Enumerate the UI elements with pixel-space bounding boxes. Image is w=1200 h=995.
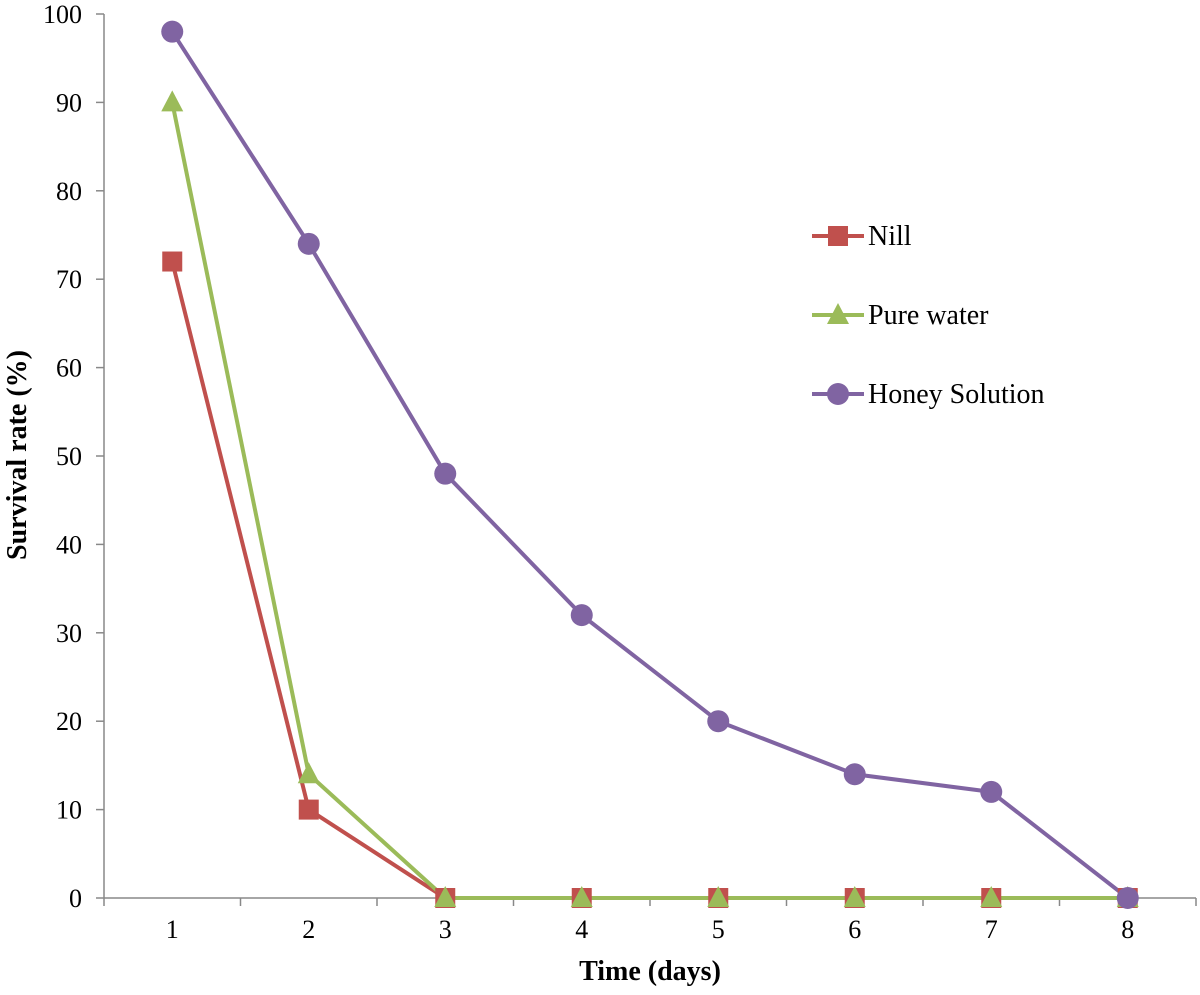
legend-item-honey-solution: Honey Solution — [812, 379, 1045, 410]
x-axis-title: Time (days) — [579, 956, 721, 987]
y-tick-label: 90 — [56, 88, 82, 117]
y-tick-label: 60 — [56, 354, 82, 383]
legend-marker — [828, 226, 848, 246]
legend-item-pure-water: Pure water — [812, 300, 989, 331]
y-tick-labels: 0 10 20 30 40 50 60 70 80 90 100 — [43, 0, 82, 913]
x-tick-label: 3 — [439, 915, 452, 944]
y-axis-title: Survival rate (%) — [2, 350, 33, 560]
y-tick-label: 100 — [43, 0, 82, 29]
series-lines — [170, 30, 1129, 900]
legend: Nill Pure water Honey Solution — [812, 221, 1045, 410]
y-tick-label: 40 — [56, 530, 82, 559]
legend-label: Pure water — [868, 300, 989, 331]
y-tick-label: 70 — [56, 265, 82, 294]
x-tick-label: 6 — [848, 915, 861, 944]
data-point-nill — [162, 251, 183, 272]
data-point-nill — [298, 799, 319, 820]
y-tick-label: 50 — [56, 442, 82, 471]
axes — [96, 13, 1197, 906]
x-tick-label: 5 — [712, 915, 725, 944]
y-tick-label: 0 — [69, 884, 82, 913]
data-point-pure-water — [161, 90, 184, 112]
data-point-honey-solution — [161, 20, 184, 43]
legend-marker — [827, 303, 849, 324]
x-tick-label: 7 — [985, 915, 998, 944]
legend-marker — [827, 383, 849, 405]
data-point-honey-solution — [843, 763, 866, 786]
legend-label: Nill — [868, 221, 912, 252]
data-point-honey-solution — [297, 232, 320, 255]
data-point-honey-solution — [980, 780, 1003, 803]
data-point-pure-water — [843, 886, 866, 907]
data-point-pure-water — [980, 886, 1003, 907]
data-point-pure-water — [434, 886, 457, 907]
y-tick-label: 30 — [56, 619, 82, 648]
x-tick-label: 8 — [1121, 915, 1134, 944]
x-tick-label: 2 — [302, 915, 315, 944]
data-point-honey-solution — [1116, 887, 1139, 909]
data-point-pure-water — [570, 886, 593, 907]
x-tick-label: 4 — [575, 915, 588, 944]
data-point-pure-water — [707, 886, 730, 907]
x-tick-labels: 1 2 3 4 5 6 7 8 — [166, 915, 1135, 944]
data-point-honey-solution — [434, 462, 457, 485]
x-tick-label: 1 — [166, 915, 179, 944]
y-tick-label: 80 — [56, 177, 82, 206]
data-point-honey-solution — [570, 604, 593, 627]
series-markers — [161, 20, 1139, 909]
legend-label: Honey Solution — [868, 379, 1045, 410]
series-line-pure-water — [170, 102, 1128, 900]
y-tick-label: 10 — [56, 796, 82, 825]
y-tick-label: 20 — [56, 707, 82, 736]
data-point-honey-solution — [707, 710, 730, 733]
legend-item-nill: Nill — [812, 221, 912, 252]
data-point-pure-water — [297, 762, 320, 784]
series-line-honey-solution — [170, 30, 1129, 900]
